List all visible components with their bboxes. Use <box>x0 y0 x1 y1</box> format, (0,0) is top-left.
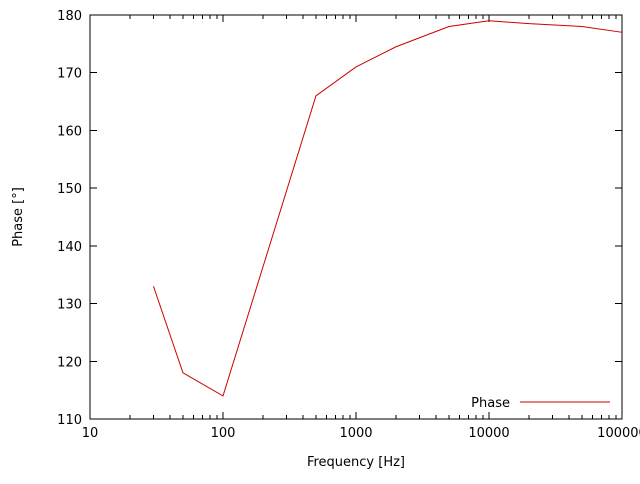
y-tick-label: 110 <box>57 413 82 428</box>
x-axis-title: Frequency [Hz] <box>307 455 405 470</box>
y-axis-title: Phase [°] <box>11 187 26 247</box>
plot-border <box>89 14 623 420</box>
x-tick-label: 10 <box>82 426 99 441</box>
y-tick-label: 170 <box>57 67 82 82</box>
x-tick-label: 100 <box>211 426 236 441</box>
legend-label: Phase <box>471 396 510 411</box>
x-tick-label: 100000 <box>597 426 640 441</box>
y-tick-label: 180 <box>57 9 82 24</box>
y-tick-label: 130 <box>57 298 82 313</box>
x-tick-label: 1000 <box>339 426 372 441</box>
x-tick-label: 10000 <box>468 426 509 441</box>
phase-line <box>152 20 623 397</box>
y-tick-label: 160 <box>57 124 82 139</box>
y-tick-label: 140 <box>57 240 82 255</box>
y-tick-label: 150 <box>57 182 82 197</box>
y-tick-label: 120 <box>57 355 82 370</box>
